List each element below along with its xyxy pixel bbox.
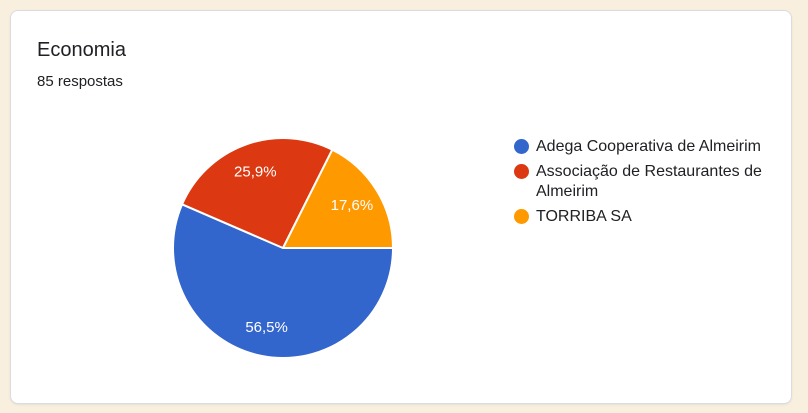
legend-color-dot <box>514 139 529 154</box>
legend-color-dot <box>514 164 529 179</box>
legend-item-3: TORRIBA SA <box>514 207 782 227</box>
pie-chart[interactable]: 56,5% 25,9% 17,6% <box>163 128 403 368</box>
legend-item-1: Adega Cooperativa de Almeirim <box>514 137 782 157</box>
legend-label: Associação de Restaurantes de Almeirim <box>536 163 762 200</box>
legend-label: Adega Cooperativa de Almeirim <box>536 138 762 155</box>
response-count: 85 respostas <box>37 73 123 90</box>
pie-slice-percent-label: 56,5% <box>245 319 288 336</box>
chart-legend: Adega Cooperativa de Almeirim Associação … <box>514 137 782 232</box>
legend-color-dot <box>514 209 529 224</box>
question-summary-card: Economia 85 respostas 56,5% 25,9% 17,6% Ad… <box>10 10 792 404</box>
pie-slice-percent-label: 25,9% <box>234 163 277 180</box>
legend-label: TORRIBA SA <box>536 208 632 225</box>
legend-item-2: Associação de Restaurantes de Almeirim <box>514 162 782 202</box>
pie-slice-1[interactable] <box>172 203 394 360</box>
pie-slice-3[interactable] <box>282 148 394 249</box>
pie-slice-2[interactable] <box>181 137 334 249</box>
question-title: Economia <box>37 39 126 61</box>
pie-slice-percent-label: 17,6% <box>331 197 374 214</box>
